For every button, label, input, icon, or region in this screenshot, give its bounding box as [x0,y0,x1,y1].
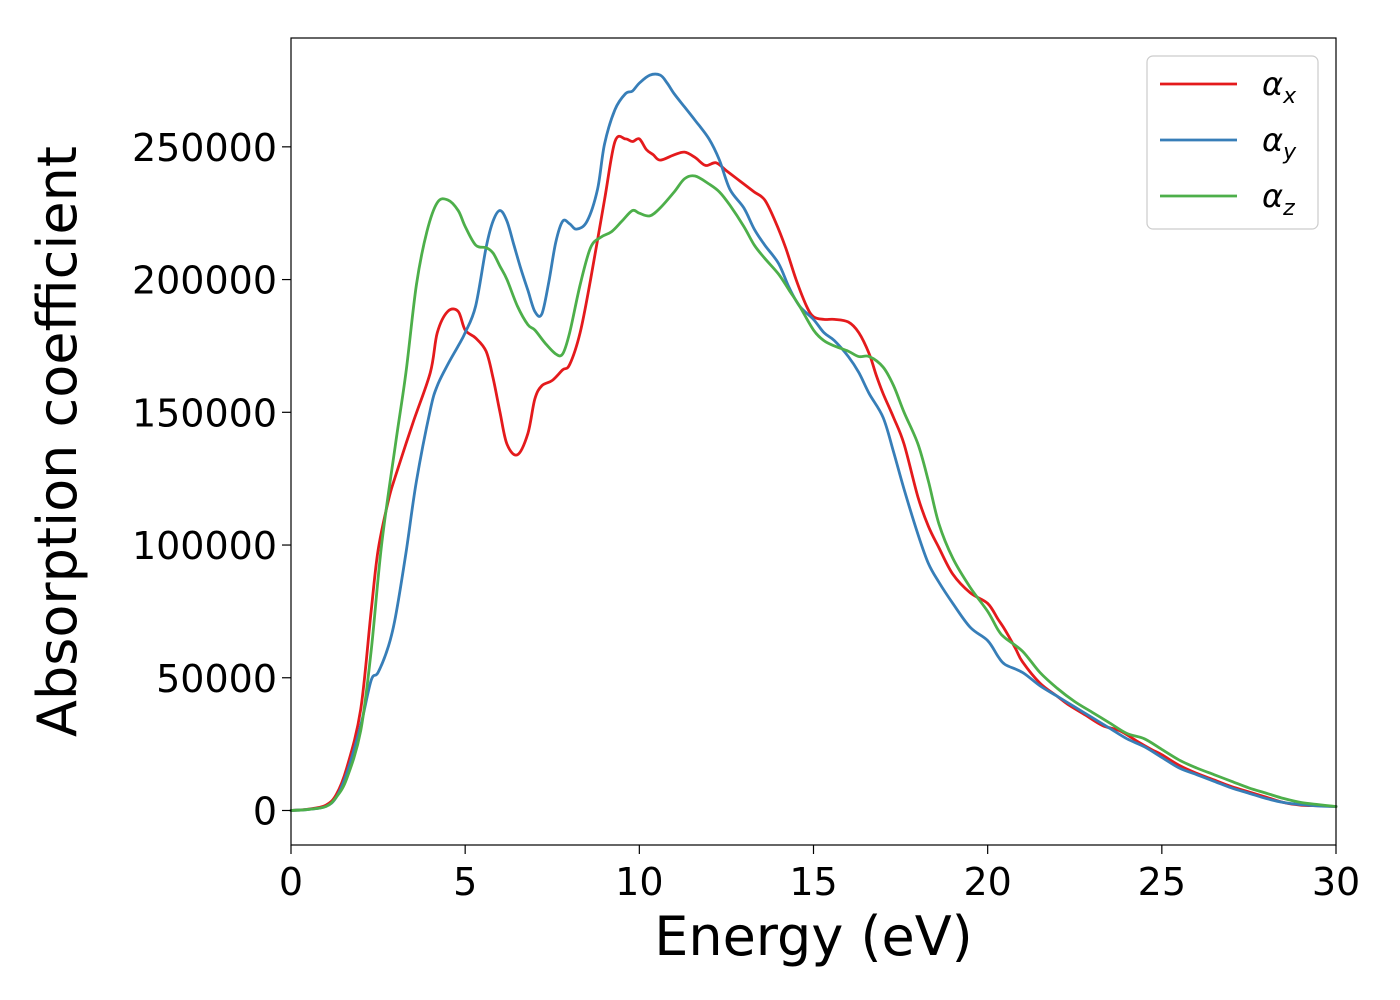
x-tick-label: 25 [1138,860,1186,904]
legend-label-y: αy [1262,121,1297,165]
legend-box [1146,55,1319,230]
y-tick-label: 50000 [156,657,277,701]
y-axis-title: Absorption coefficient [26,146,89,737]
series-line-y [289,72,1338,812]
series-line-z [289,174,1338,812]
x-axis-ticks: 0 5 10 15 20 25 30 [279,845,1360,904]
y-tick-label: 100000 [132,524,277,568]
y-tick-label: 150000 [132,391,277,435]
x-tick-label: 10 [615,860,663,904]
legend: αx αy αz [1146,55,1319,230]
legend-label-x: αx [1262,65,1297,109]
y-tick-label: 250000 [132,126,277,170]
x-axis-title: Energy (eV) [654,905,973,968]
legend-label-z: αz [1262,177,1295,221]
x-tick-label: 5 [453,860,477,904]
x-tick-label: 0 [279,860,303,904]
series-layer [289,72,1338,812]
y-axis-ticks: 0 50000 100000 150000 200000 250000 [132,126,291,833]
x-tick-label: 30 [1312,860,1360,904]
x-tick-label: 15 [789,860,837,904]
y-tick-label: 200000 [132,259,277,303]
x-tick-label: 20 [963,860,1011,904]
y-tick-label: 0 [253,789,277,833]
